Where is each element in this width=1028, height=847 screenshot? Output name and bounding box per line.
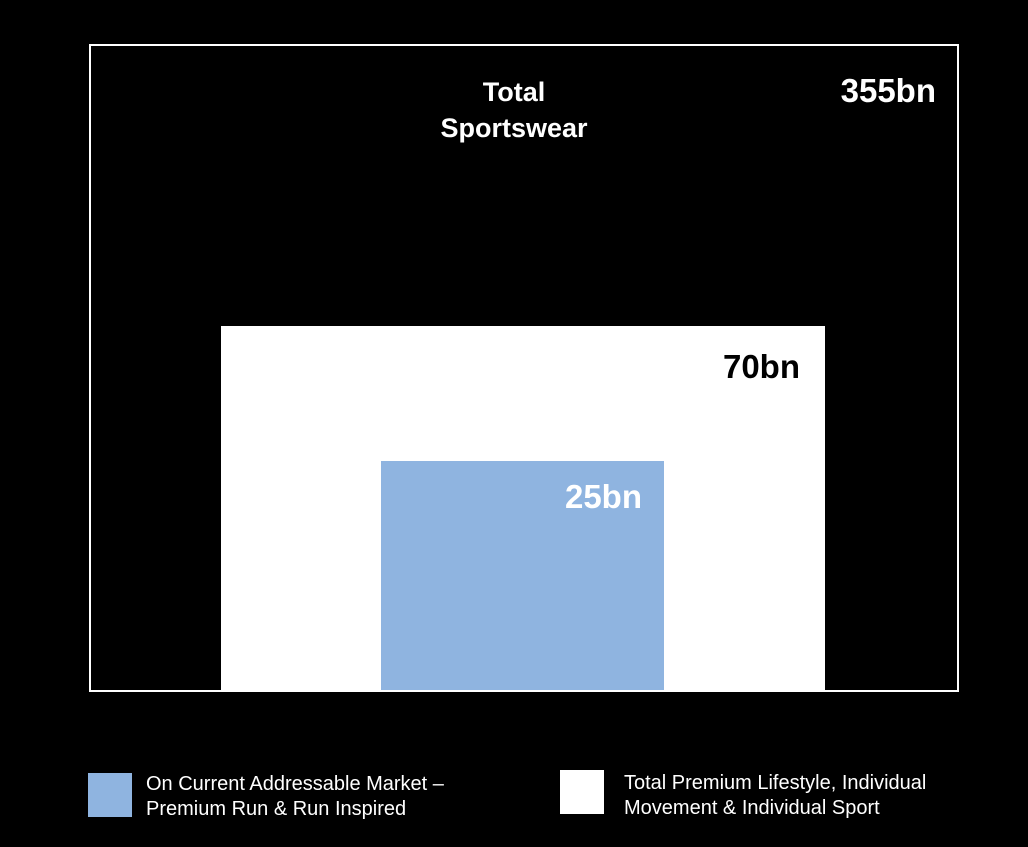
legend-item-addressable: On Current Addressable Market – Premium … [88,773,444,822]
total-label-line2: Sportswear [440,113,588,143]
addressable-market-value: 25bn [564,478,642,515]
legend-text-premium: Total Premium Lifestyle, Individual Move… [624,771,926,821]
legend-text-addressable: On Current Addressable Market – Premium … [146,772,444,822]
legend-swatch-blue [88,773,132,817]
premium-lifestyle-value: 70bn [722,348,800,385]
legend-swatch-white [560,770,604,814]
legend-premium-line1: Total Premium Lifestyle, Individual [624,772,927,794]
total-sportswear-label: Total Sportswear [414,74,614,146]
total-sportswear-box [89,44,959,692]
legend-item-premium: Total Premium Lifestyle, Individual Move… [560,770,926,821]
addressable-market-area [381,461,664,690]
legend-premium-line2: Movement & Individual Sport [624,797,880,819]
legend-addressable-line1: On Current Addressable Market – [146,773,444,795]
total-sportswear-value: 355bn [840,72,936,109]
total-label-line1: Total [482,77,546,107]
legend-addressable-line2: Premium Run & Run Inspired [146,798,407,820]
